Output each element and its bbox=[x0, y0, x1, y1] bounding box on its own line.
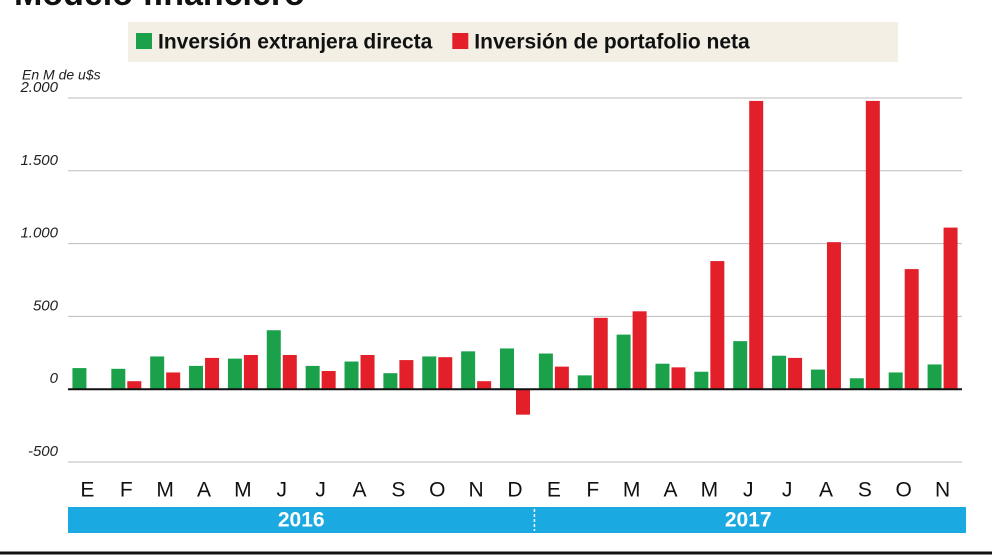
bar bbox=[111, 368, 126, 390]
y-tick-label: 1.500 bbox=[20, 152, 58, 169]
legend-box bbox=[128, 22, 898, 62]
bar bbox=[127, 381, 142, 390]
bar bbox=[243, 354, 258, 390]
bar bbox=[865, 100, 880, 390]
y-axis-label: En M de u$s bbox=[22, 67, 101, 83]
bar bbox=[616, 334, 631, 390]
y-tick-label: 0 bbox=[50, 370, 59, 387]
bar bbox=[671, 367, 686, 390]
bar bbox=[166, 372, 181, 390]
bar bbox=[516, 389, 530, 415]
chart-title: Modelo financiero bbox=[14, 0, 305, 13]
year-label: 2017 bbox=[725, 509, 772, 532]
bar bbox=[593, 317, 608, 390]
bar bbox=[189, 365, 204, 390]
x-tick-label: O bbox=[429, 479, 445, 502]
bar bbox=[655, 363, 670, 390]
x-tick-label: M bbox=[623, 479, 641, 502]
bar bbox=[360, 354, 375, 390]
x-tick-label: O bbox=[896, 479, 912, 502]
bar bbox=[749, 100, 764, 390]
x-tick-label: D bbox=[507, 479, 522, 502]
bar bbox=[788, 357, 803, 390]
bar bbox=[904, 269, 919, 390]
bar bbox=[888, 372, 903, 390]
bar bbox=[554, 366, 569, 390]
x-tick-label: A bbox=[663, 479, 677, 502]
x-tick-label: J bbox=[743, 479, 754, 502]
bar bbox=[810, 369, 825, 390]
x-tick-label: J bbox=[277, 479, 288, 502]
x-tick-label: N bbox=[469, 479, 484, 502]
bar bbox=[344, 361, 359, 390]
legend-swatch bbox=[452, 33, 469, 49]
bar bbox=[438, 357, 453, 390]
x-tick-label: A bbox=[819, 479, 833, 502]
bar bbox=[227, 358, 242, 390]
x-tick-label: S bbox=[391, 479, 405, 502]
y-tick-label: 500 bbox=[33, 297, 59, 314]
x-tick-label: A bbox=[197, 479, 211, 502]
bar bbox=[422, 356, 437, 390]
bar bbox=[632, 311, 647, 390]
bar bbox=[399, 360, 414, 390]
bar bbox=[710, 261, 725, 390]
x-tick-label: S bbox=[858, 479, 872, 502]
bar bbox=[538, 353, 553, 390]
y-tick-label: -500 bbox=[28, 443, 59, 460]
x-tick-label: A bbox=[353, 479, 367, 502]
bar bbox=[150, 356, 165, 390]
x-tick-label: J bbox=[315, 479, 326, 502]
legend-swatch bbox=[136, 33, 152, 49]
x-tick-label: F bbox=[586, 479, 599, 502]
bar bbox=[694, 371, 709, 390]
bar bbox=[282, 354, 297, 390]
bar bbox=[943, 227, 958, 390]
y-tick-label: 1.000 bbox=[20, 225, 58, 242]
bar bbox=[577, 375, 592, 390]
bar bbox=[826, 242, 841, 390]
bar bbox=[205, 357, 220, 390]
bar bbox=[305, 365, 320, 390]
bar bbox=[500, 348, 514, 390]
x-tick-label: J bbox=[782, 479, 793, 502]
x-tick-label: E bbox=[80, 479, 94, 502]
bar bbox=[927, 364, 942, 390]
x-tick-label: M bbox=[156, 479, 174, 502]
x-tick-label: M bbox=[701, 479, 719, 502]
bar bbox=[266, 330, 281, 390]
year-bar bbox=[68, 507, 966, 533]
bar bbox=[772, 355, 787, 390]
x-tick-label: M bbox=[234, 479, 252, 502]
x-tick-label: F bbox=[120, 479, 133, 502]
year-label: 2016 bbox=[278, 509, 325, 532]
bar bbox=[72, 368, 87, 390]
bar bbox=[321, 371, 336, 390]
x-tick-label: N bbox=[935, 479, 950, 502]
bar bbox=[383, 373, 398, 390]
bar bbox=[461, 351, 476, 390]
legend-label: Inversión extranjera directa bbox=[158, 31, 433, 54]
bar bbox=[477, 381, 492, 390]
bar bbox=[849, 378, 864, 390]
legend-label: Inversión de portafolio neta bbox=[474, 31, 750, 54]
x-tick-label: E bbox=[547, 479, 561, 502]
y-tick-label: 2.000 bbox=[19, 79, 58, 96]
bar bbox=[733, 341, 748, 390]
